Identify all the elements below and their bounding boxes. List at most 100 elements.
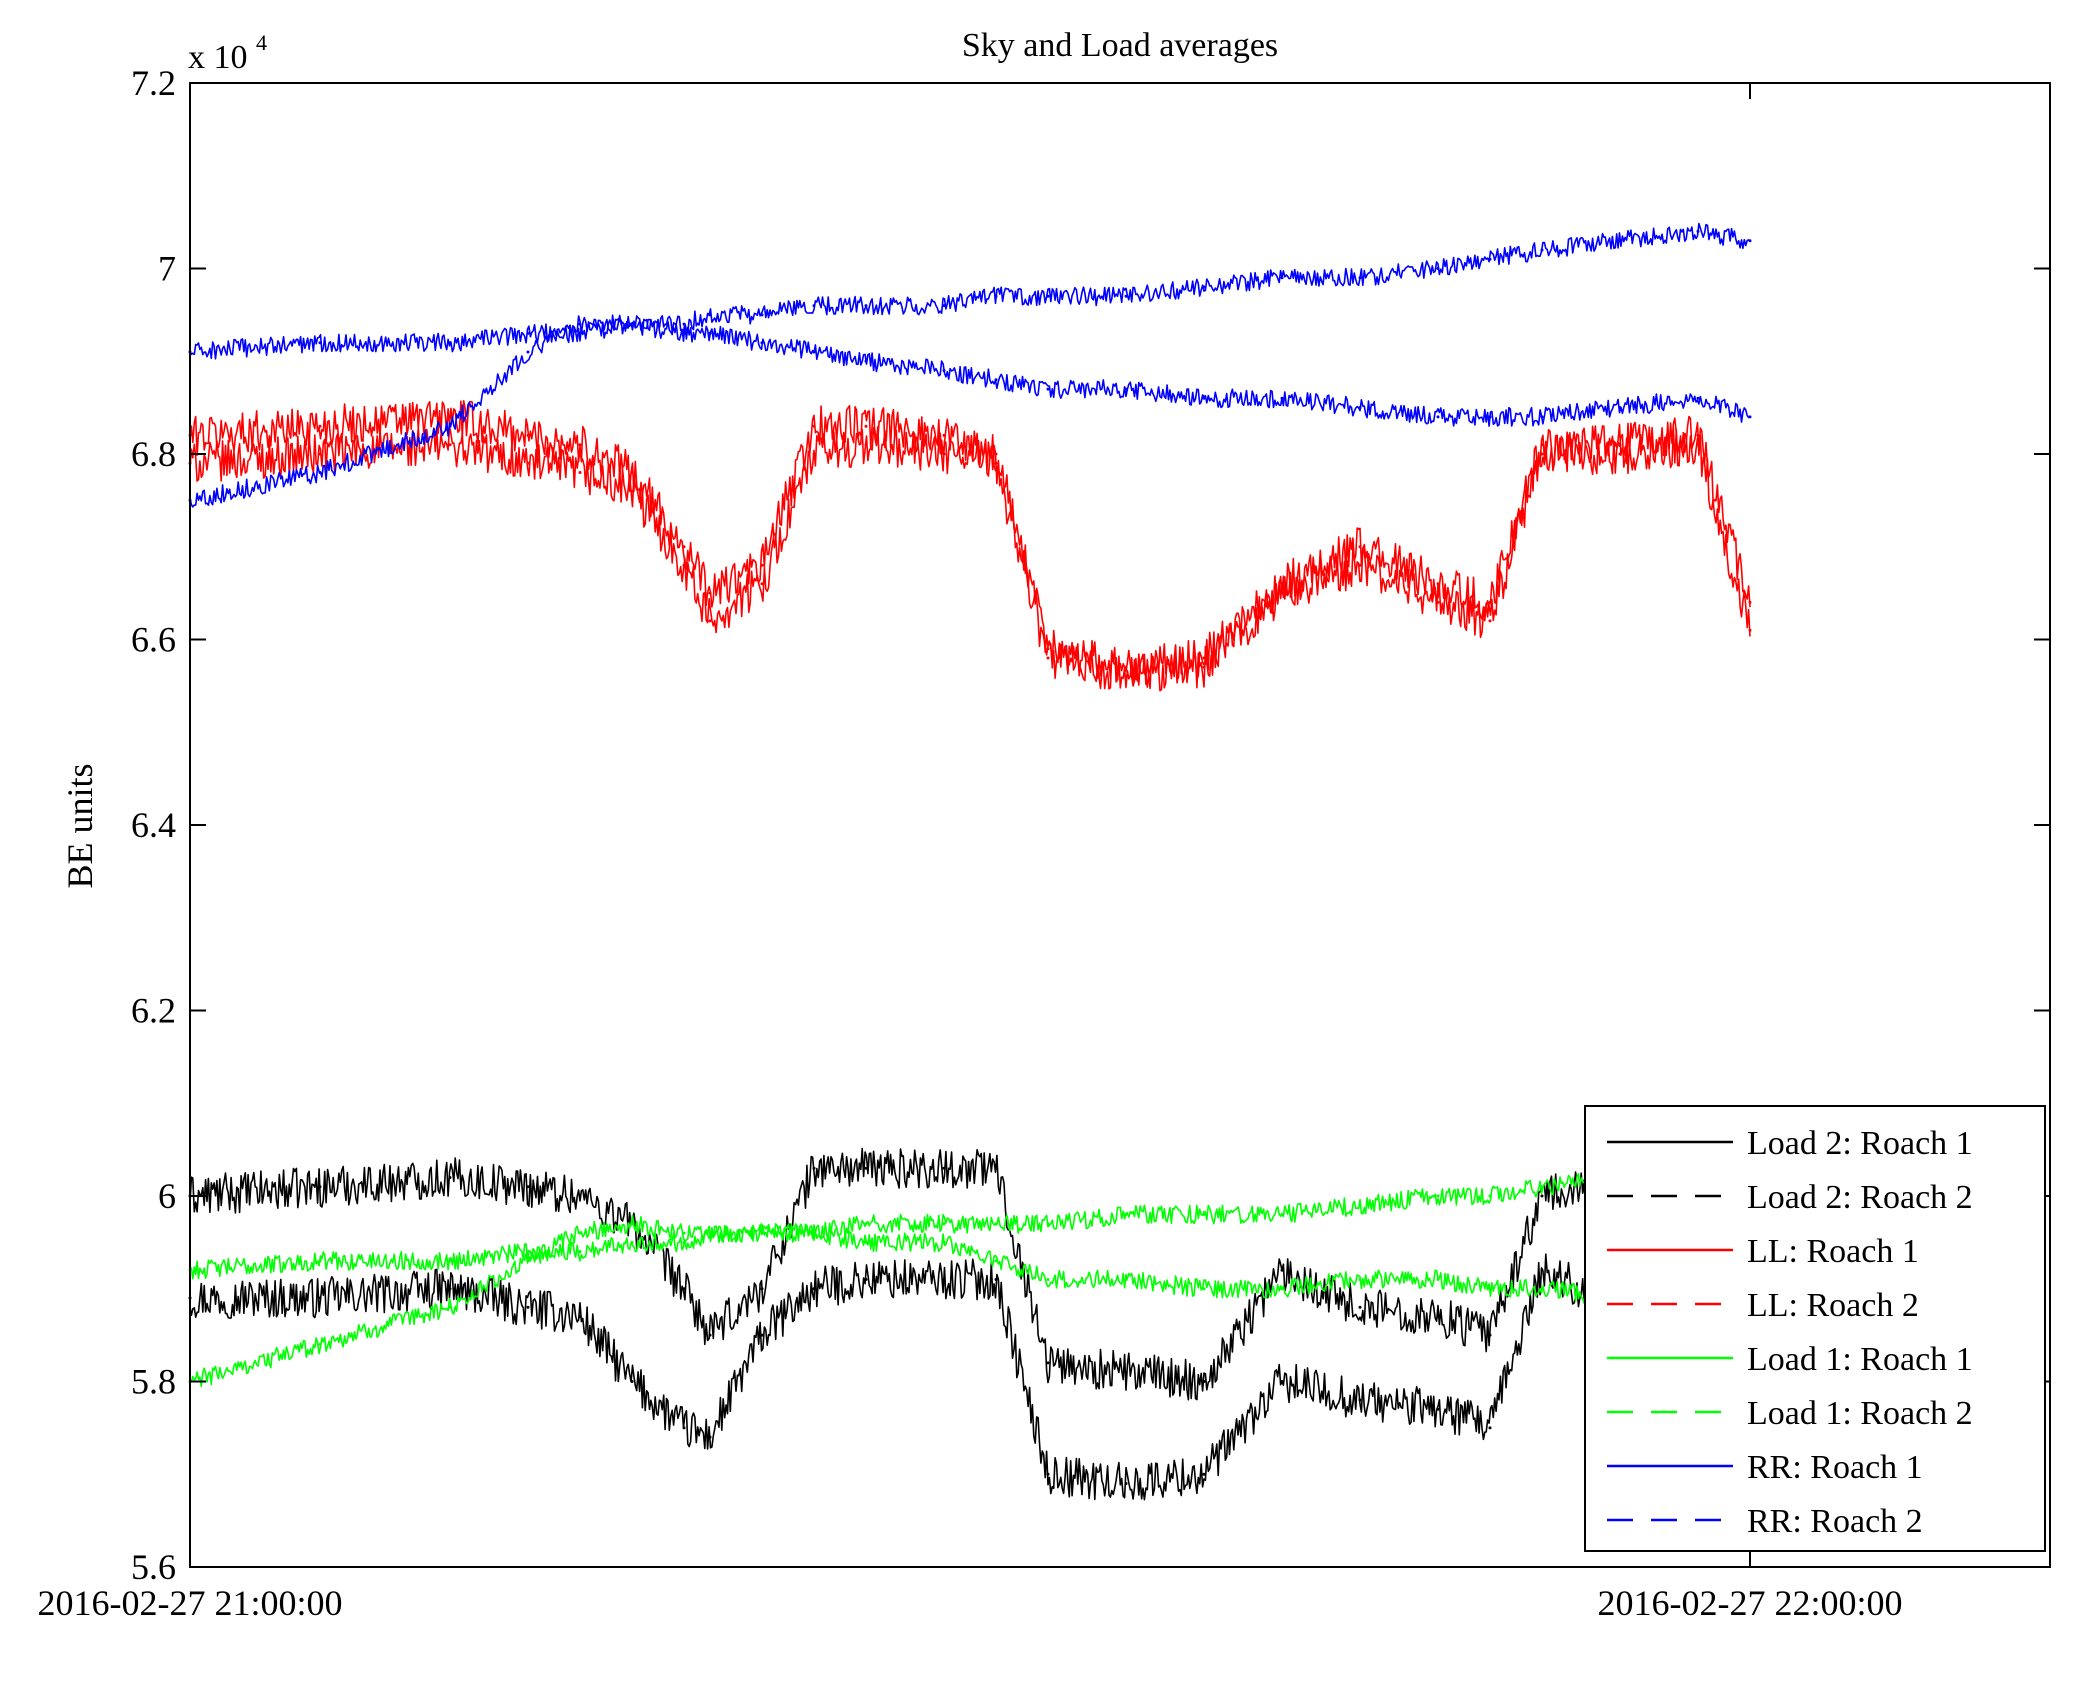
x-tick-label: 2016-02-27 21:00:00	[38, 1583, 343, 1623]
data-point	[1124, 675, 1128, 679]
data-point	[1436, 415, 1440, 419]
data-point	[318, 341, 322, 345]
data-point	[578, 1194, 582, 1198]
data-point	[448, 1305, 452, 1309]
data-point	[682, 1287, 686, 1291]
data-point	[864, 443, 868, 447]
data-point	[448, 341, 452, 345]
data-point	[1488, 1333, 1492, 1337]
data-point	[812, 304, 816, 308]
data-point	[708, 331, 712, 335]
data-point	[1358, 1398, 1362, 1402]
data-point	[942, 433, 946, 437]
data-point	[1358, 406, 1362, 410]
data-point	[526, 461, 530, 465]
data-point	[1124, 665, 1128, 669]
data-point	[1280, 1287, 1284, 1291]
data-point	[942, 1166, 946, 1170]
y-multiplier-text: x 10	[188, 39, 248, 76]
data-point	[1280, 582, 1284, 586]
data-point	[1358, 1278, 1362, 1281]
data-point	[994, 1222, 998, 1226]
data-point	[578, 1250, 582, 1254]
data-point	[630, 322, 634, 326]
legend-label: Load 2: Roach 2	[1747, 1179, 1973, 1216]
data-point	[1124, 294, 1128, 298]
data-point	[630, 1380, 634, 1383]
data-point	[942, 1240, 946, 1244]
series-rr-roach-2	[188, 314, 1752, 508]
data-point	[812, 424, 816, 428]
data-point	[526, 331, 530, 335]
data-point	[1436, 1315, 1440, 1319]
data-point	[1540, 1287, 1544, 1291]
data-point	[1618, 406, 1622, 410]
data-point	[578, 1231, 582, 1235]
data-point	[1124, 1370, 1128, 1374]
data-point	[864, 1240, 868, 1244]
data-point	[1202, 1472, 1206, 1476]
y-tick-label: 6.2	[131, 991, 176, 1031]
series-line	[189, 314, 1751, 508]
data-point	[812, 1231, 816, 1235]
data-point	[760, 582, 764, 586]
data-point	[526, 1305, 530, 1309]
data-point	[942, 369, 946, 372]
series-layer	[188, 222, 1752, 1501]
x-ticks: 2016-02-27 21:00:00 2016-02-27 22:00:00	[38, 83, 1902, 1623]
data-point	[1046, 1472, 1050, 1476]
legend-label: LL: Roach 2	[1747, 1287, 1919, 1324]
data-point	[812, 1166, 816, 1170]
y-tick-label: 6.4	[131, 805, 176, 845]
y-tick-label: 6	[158, 1176, 176, 1216]
y-tick-label: 6.6	[131, 620, 176, 660]
series-line	[189, 1159, 1751, 1280]
legend-label: Load 2: Roach 1	[1747, 1125, 1973, 1162]
data-point	[994, 1166, 998, 1170]
data-point	[1540, 248, 1544, 252]
data-point	[994, 1278, 998, 1281]
data-point	[448, 1259, 452, 1263]
data-point	[1046, 647, 1050, 651]
data-point	[448, 443, 452, 447]
data-point	[630, 489, 634, 493]
data-point	[318, 1259, 322, 1263]
data-point	[1046, 1222, 1050, 1226]
data-point	[942, 304, 946, 308]
y-tick-label: 7.2	[131, 63, 176, 103]
series-line	[189, 222, 1751, 360]
data-point	[1488, 415, 1492, 419]
data-point	[526, 433, 530, 437]
data-point	[1696, 433, 1700, 437]
data-point	[1202, 656, 1206, 660]
data-point	[864, 1222, 868, 1226]
data-point	[1436, 600, 1440, 604]
data-point	[1202, 285, 1206, 289]
data-point	[864, 1278, 868, 1281]
y-tick-label: 6.8	[131, 434, 176, 474]
series-line	[189, 425, 1751, 692]
data-point	[1202, 1380, 1206, 1383]
series-ll-roach-2	[188, 399, 1752, 687]
series-ll-roach-1	[188, 425, 1752, 692]
data-point	[994, 378, 998, 382]
data-point	[708, 619, 712, 623]
data-point	[760, 1287, 764, 1291]
data-point	[682, 1426, 686, 1430]
data-point	[1748, 628, 1752, 632]
data-point	[1046, 656, 1050, 660]
data-point	[318, 1296, 322, 1300]
data-point	[760, 341, 764, 345]
data-point	[578, 1315, 582, 1319]
series-load-2-roach-2	[188, 1147, 1752, 1401]
data-point	[1436, 267, 1440, 270]
data-point	[1358, 1203, 1362, 1207]
data-point	[682, 545, 686, 549]
data-point	[1748, 239, 1752, 243]
data-point	[864, 359, 868, 363]
data-point	[630, 1222, 634, 1226]
data-point	[1124, 1213, 1128, 1216]
data-point	[1046, 387, 1050, 391]
data-point	[578, 471, 582, 474]
